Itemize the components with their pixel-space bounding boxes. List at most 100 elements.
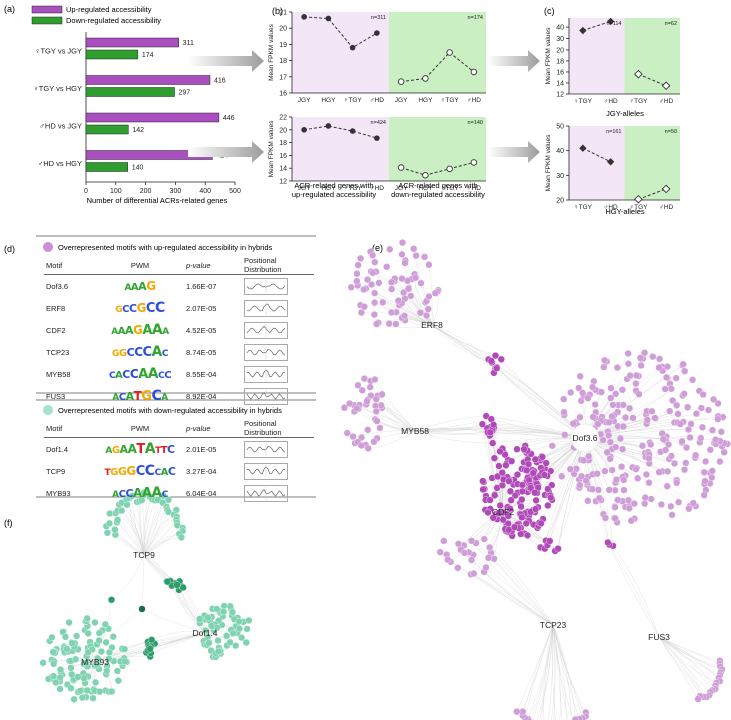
- network-node: [604, 538, 612, 547]
- network-node: [632, 371, 640, 380]
- x-tick-label: 400: [199, 188, 211, 195]
- network-node: [480, 535, 488, 543]
- network-node: [67, 664, 75, 672]
- network-edge: [356, 409, 416, 432]
- network-node: [72, 655, 80, 663]
- network-node: [93, 661, 101, 669]
- network-edge: [150, 632, 206, 654]
- motif-positional: [242, 482, 314, 504]
- motif-pwm-cell: ACATGCA: [96, 385, 184, 407]
- network-node: [220, 608, 228, 616]
- network-node: [436, 548, 444, 556]
- network-node: [611, 514, 619, 522]
- motif-pwm-cell: GCCGCC: [96, 297, 184, 319]
- y-tick-label: 20: [279, 127, 287, 134]
- network-node: [702, 457, 710, 466]
- motif-logo: ACATGCA: [112, 388, 168, 404]
- network-node: [561, 431, 569, 439]
- nodes: ERF8 MYB58 Dof3.6 CDF2 TCP23 FUS3: [340, 239, 731, 720]
- network-node: [518, 487, 526, 495]
- network-node: [689, 376, 697, 384]
- network-node: [641, 349, 649, 357]
- network-node: [667, 502, 675, 510]
- network-node: [679, 360, 687, 368]
- network-node: [629, 414, 637, 422]
- network-edge: [143, 537, 182, 556]
- network-node: [522, 519, 530, 527]
- network-node: [238, 634, 246, 642]
- network-node: [661, 385, 669, 393]
- network-edge: [552, 624, 561, 720]
- network-node: [50, 660, 58, 668]
- x-tick-label: ♂HD: [603, 204, 618, 211]
- network-node: [372, 395, 380, 403]
- network-edge: [609, 544, 660, 638]
- motif-pvalue: 2.07E-05: [186, 303, 217, 313]
- network-edge: [552, 624, 567, 720]
- network-edge: [475, 542, 554, 626]
- motif-table-up: Motif PWM p-value Positional Distributio…: [44, 256, 314, 407]
- network-edge: [658, 636, 720, 682]
- hub-node: [570, 423, 600, 453]
- network-node: [486, 496, 494, 504]
- network-edge: [551, 624, 556, 720]
- network-node: [207, 622, 216, 630]
- network-node: [720, 448, 728, 456]
- bar-value-label: 140: [132, 165, 144, 172]
- panel-label-a: (a): [4, 4, 15, 14]
- n-label-up: n=311: [371, 15, 386, 21]
- network-node: [179, 583, 187, 592]
- network-node: [612, 476, 621, 484]
- y-tick-label: 30: [556, 36, 564, 43]
- network-node: [229, 629, 237, 637]
- x-tick-label: ♂HD: [659, 204, 674, 211]
- network-node: [673, 401, 681, 409]
- motif-positional: [242, 319, 314, 341]
- network-node: [226, 638, 234, 646]
- network-node: [532, 505, 540, 513]
- network-edge: [431, 324, 496, 356]
- data-point-up: [374, 30, 380, 36]
- data-point-down: [661, 184, 671, 194]
- line-chart-b-bottom: 12 14 16 18 20 22 Mean FPKM values JGY HGY ♀TGY ♂H…: [268, 115, 486, 192]
- network-node: [700, 468, 708, 476]
- y-axis-label: Mean FPKM values: [545, 27, 552, 84]
- motif-pvalue: 8.55E-04: [186, 369, 217, 379]
- network-node: [491, 491, 499, 499]
- bg-down-region: [624, 126, 680, 200]
- network-node: [513, 471, 522, 479]
- network-node: [656, 355, 664, 363]
- network-node: [372, 407, 380, 415]
- network-node: [76, 687, 84, 695]
- motif-pwm-cell: AAAGAAA: [96, 319, 184, 341]
- network-node: [97, 648, 105, 656]
- network-node: [647, 495, 655, 503]
- y-axis-label: Mean FPKM values: [545, 134, 552, 191]
- network-node: [547, 494, 555, 502]
- network-edge: [612, 545, 660, 638]
- network-node: [513, 445, 521, 453]
- x-tick-label: ♀TGY: [441, 97, 460, 104]
- motif-positional: [242, 460, 314, 482]
- motif-name: MYB58: [46, 369, 71, 379]
- bg-down-region: [624, 18, 680, 94]
- network-node: [682, 459, 690, 467]
- network-node: [667, 452, 675, 460]
- network-node: [645, 479, 653, 487]
- motif-positional: [242, 297, 314, 319]
- network-node: [101, 620, 109, 628]
- network-node: [376, 424, 384, 432]
- network-node: [655, 364, 663, 372]
- network-node: [584, 394, 592, 402]
- series-line: [401, 51, 475, 83]
- x-tick-label: HGY: [418, 97, 433, 104]
- positional-distribution-plot: [244, 321, 288, 339]
- network-edge: [536, 624, 554, 720]
- network-node: [491, 352, 500, 360]
- network-node: [674, 410, 682, 418]
- motif-pvalue: 6.04E-04: [186, 488, 217, 498]
- network-node: [614, 496, 622, 504]
- network-node: [675, 498, 683, 506]
- network-node: [484, 554, 493, 562]
- network-node: [378, 390, 386, 398]
